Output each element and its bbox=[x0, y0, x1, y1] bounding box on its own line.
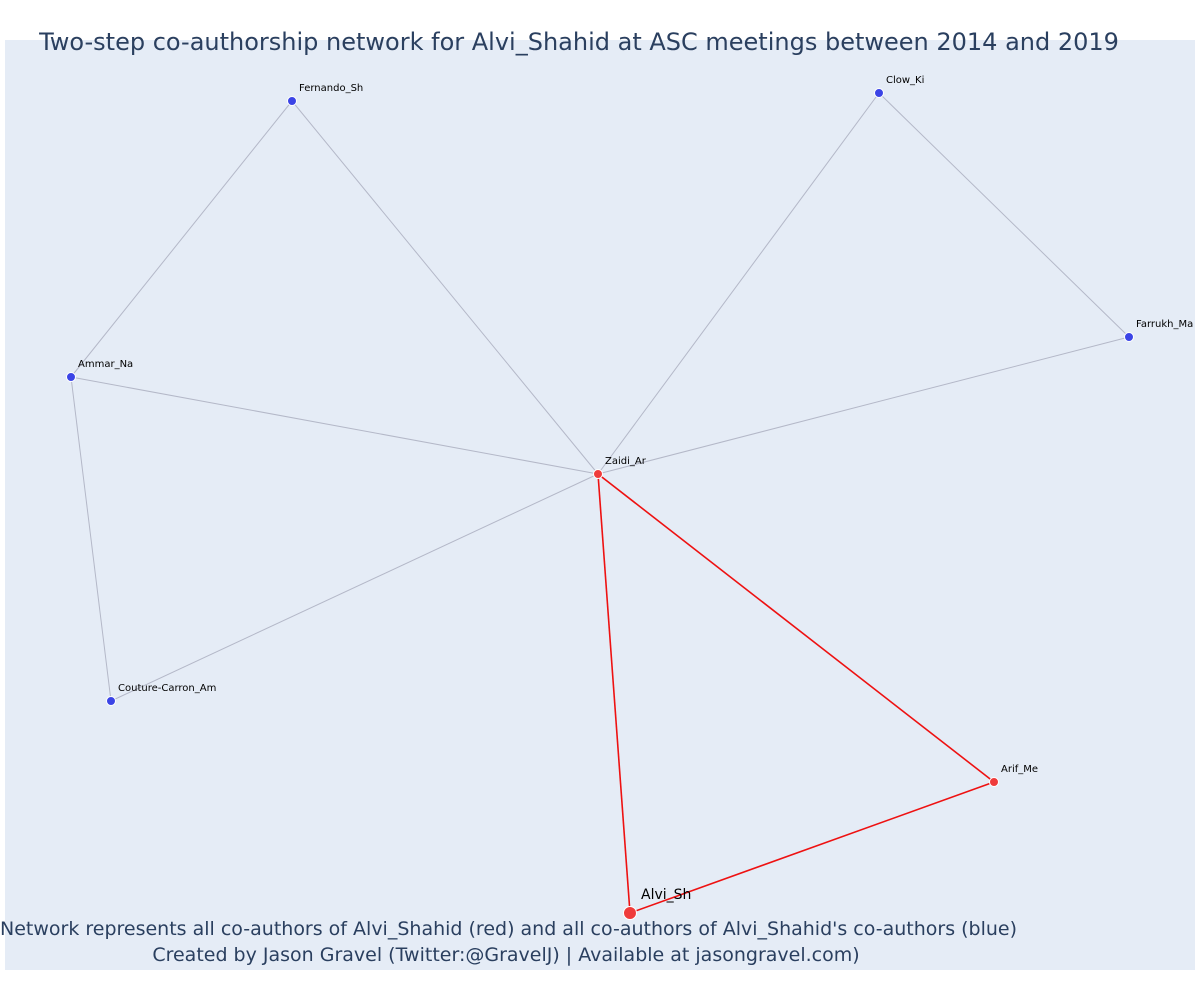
node-label-fernando-sh: Fernando_Sh bbox=[299, 83, 363, 94]
node-ammar-na[interactable] bbox=[66, 372, 76, 382]
node-label-couture-carron-am: Couture-Carron_Am bbox=[118, 683, 216, 694]
node-farrukh-ma[interactable] bbox=[1124, 332, 1134, 342]
edge-farrukh-ma-zaidi-ar bbox=[597, 336, 1130, 475]
node-label-farrukh-ma: Farrukh_Ma bbox=[1136, 319, 1193, 330]
edge-fernando-sh-zaidi-ar bbox=[291, 100, 599, 475]
node-labels-layer: Alvi_Sh Zaidi_Ar Arif_Me Fernando_Sh Clow_Ki… bbox=[78, 75, 1193, 903]
node-label-zaidi-ar: Zaidi_Ar bbox=[605, 456, 647, 467]
edge-ammar-na-couture-carron-am bbox=[70, 376, 112, 702]
node-alvi-sh[interactable] bbox=[623, 906, 637, 920]
nodes-layer bbox=[66, 88, 1134, 920]
caption-line-1: Network represents all co-authors of Alv… bbox=[0, 918, 1018, 940]
node-arif-me[interactable] bbox=[989, 777, 999, 787]
edge-ammar-na-zaidi-ar bbox=[70, 376, 599, 475]
node-zaidi-ar[interactable] bbox=[593, 469, 603, 479]
caption-line-2: Created by Jason Gravel (Twitter:@Gravel… bbox=[152, 944, 860, 966]
node-couture-carron-am[interactable] bbox=[106, 696, 116, 706]
edges-layer bbox=[70, 92, 1130, 914]
edge-fernando-sh-ammar-na bbox=[70, 100, 293, 378]
edge-arif-me-alvi-sh bbox=[629, 781, 995, 914]
node-label-clow-ki: Clow_Ki bbox=[886, 75, 924, 86]
node-fernando-sh[interactable] bbox=[287, 96, 297, 106]
node-label-arif-me: Arif_Me bbox=[1001, 764, 1038, 775]
edge-couture-carron-am-zaidi-ar bbox=[110, 473, 599, 702]
node-clow-ki[interactable] bbox=[874, 88, 884, 98]
node-label-alvi-sh: Alvi_Sh bbox=[641, 887, 691, 903]
chart-title: Two-step co-authorship network for Alvi_… bbox=[39, 28, 1119, 56]
edge-zaidi-ar-alvi-sh bbox=[597, 473, 631, 914]
node-label-ammar-na: Ammar_Na bbox=[78, 359, 133, 370]
edge-zaidi-ar-arif-me bbox=[597, 473, 995, 783]
edge-clow-ki-zaidi-ar bbox=[597, 92, 880, 475]
edge-clow-ki-farrukh-ma bbox=[878, 92, 1130, 338]
